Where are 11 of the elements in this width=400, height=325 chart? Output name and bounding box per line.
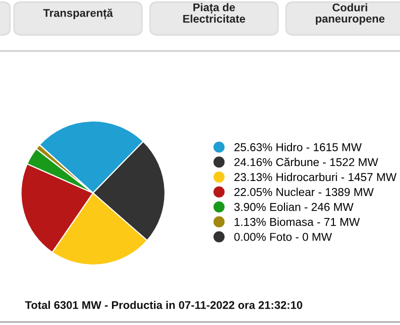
legend-label: 24.16% Cărbune - 1522 MW [234, 158, 378, 166]
text: Piața de Electricitate [183, 3, 246, 23]
text: Total 6301 MW - Productia in 07-11-2022 ora 21:32:10 [25, 300, 302, 309]
legend-label: 23.13% Hidrocarburi - 1457 MW [234, 172, 396, 182]
legend-label: 0.00% Foto - 0 MW [234, 232, 332, 241]
text: Coduri paneuropene [316, 3, 385, 25]
legend-label: 22.05% Nuclear - 1389 MW [234, 188, 374, 196]
legend-label: 25.63% Hidro - 1615 MW [234, 142, 362, 152]
text: Transparență [43, 8, 113, 20]
legend-label: 1.13% Biomasa - 71 MW [234, 218, 360, 226]
legend-label: 3.90% Eolian - 246 MW [234, 202, 354, 211]
